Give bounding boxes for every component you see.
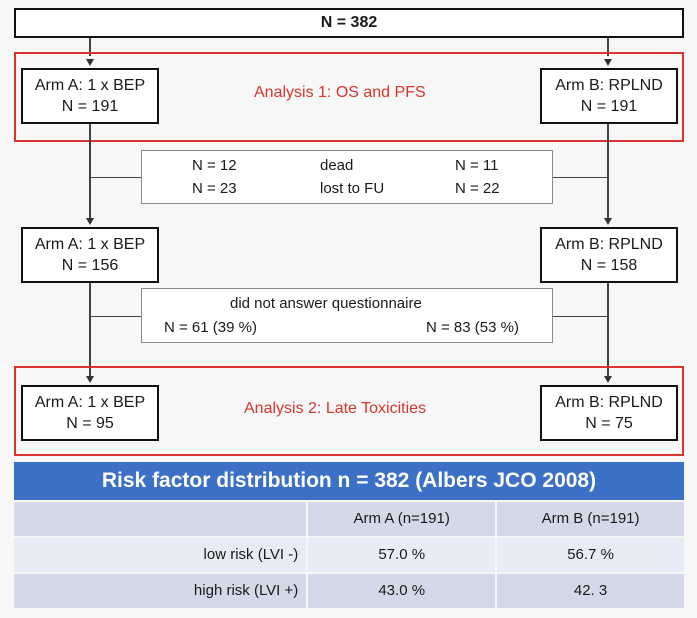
row-label: high risk (LVI +)	[193, 582, 299, 599]
analysis-1-frame	[14, 52, 684, 142]
risk-factor-table: Risk factor distribution n = 382 (Albers…	[14, 462, 684, 608]
connector-b-top	[607, 38, 609, 56]
row-arm-a: 57.0 %	[306, 538, 495, 572]
dead-label: dead	[320, 157, 354, 174]
stage3-arm-a-box: Arm A: 1 x BEP N = 95	[21, 385, 159, 441]
arrow-a-3	[86, 376, 94, 383]
no-answer-label: did not answer questionnaire	[230, 295, 422, 312]
loss1-branch-left	[91, 177, 141, 178]
stage2-arm-b-box: Arm B: RPLND N = 158	[540, 227, 678, 283]
stage1-arm-b-box: Arm B: RPLND N = 191	[540, 68, 678, 124]
stage3-arm-b-box: Arm B: RPLND N = 75	[540, 385, 678, 441]
dead-arm-a: N = 12	[192, 157, 237, 174]
analysis-2-label: Analysis 2: Late Toxicities	[244, 400, 427, 417]
arm-a-title: Arm A: 1 x BEP	[34, 236, 146, 253]
analysis-1-label: Analysis 1: OS and PFS	[254, 84, 426, 101]
stage2-arm-a-box: Arm A: 1 x BEP N = 156	[21, 227, 159, 283]
row-label: low risk (LVI -)	[203, 546, 299, 563]
arm-a-title: Arm A: 1 x BEP	[34, 77, 146, 94]
header-empty	[14, 502, 306, 536]
connector-a-mid	[89, 124, 91, 220]
header-arm-b: Arm B (n=191)	[495, 502, 684, 536]
arrow-b-2	[604, 218, 612, 225]
row-arm-a: 43.0 %	[306, 574, 495, 608]
lost-label: lost to FU	[320, 180, 385, 197]
row-arm-b: 42. 3	[495, 574, 684, 608]
no-answer-arm-a: N = 61 (39 %)	[164, 319, 257, 336]
loss-box-1: N = 12 dead N = 11 N = 23 lost to FU N =…	[141, 150, 553, 204]
table-row: low risk (LVI -) 57.0 % 56.7 %	[14, 536, 684, 572]
arm-a-count: N = 191	[61, 98, 119, 115]
arm-a-count: N = 95	[66, 415, 114, 432]
loss-box-2: did not answer questionnaire N = 61 (39 …	[141, 288, 553, 343]
stage1-arm-a-box: Arm A: 1 x BEP N = 191	[21, 68, 159, 124]
arm-a-title: Arm A: 1 x BEP	[34, 394, 146, 411]
arm-a-count: N = 156	[61, 257, 119, 274]
table-row: high risk (LVI +) 43.0 % 42. 3	[14, 572, 684, 608]
total-patients-label: N = 382	[320, 14, 378, 31]
lost-arm-a: N = 23	[192, 180, 237, 197]
arm-b-title: Arm B: RPLND	[555, 394, 663, 411]
header-arm-a: Arm A (n=191)	[306, 502, 495, 536]
lost-arm-b: N = 22	[455, 180, 500, 197]
table-title: Risk factor distribution n = 382 (Albers…	[14, 462, 684, 500]
arrow-a-1	[86, 59, 94, 66]
dead-arm-b: N = 11	[455, 157, 499, 174]
analysis-2-frame	[14, 366, 684, 456]
arrow-a-2	[86, 218, 94, 225]
total-patients-box: N = 382	[14, 8, 684, 38]
table-header-row: Arm A (n=191) Arm B (n=191)	[14, 500, 684, 536]
arrow-b-1	[604, 59, 612, 66]
arm-b-count: N = 191	[580, 98, 638, 115]
loss2-branch-right	[553, 316, 607, 317]
loss2-branch-left	[91, 316, 141, 317]
arrow-b-3	[604, 376, 612, 383]
connector-b-mid	[607, 124, 609, 220]
loss1-branch-right	[553, 177, 607, 178]
arm-b-count: N = 158	[580, 257, 638, 274]
connector-b-low	[607, 283, 609, 381]
connector-a-top	[89, 38, 91, 56]
no-answer-arm-b: N = 83 (53 %)	[426, 319, 519, 336]
arm-b-count: N = 75	[585, 415, 633, 432]
connector-a-low	[89, 283, 91, 381]
arm-b-title: Arm B: RPLND	[555, 77, 663, 94]
row-arm-b: 56.7 %	[495, 538, 684, 572]
arm-b-title: Arm B: RPLND	[555, 236, 663, 253]
